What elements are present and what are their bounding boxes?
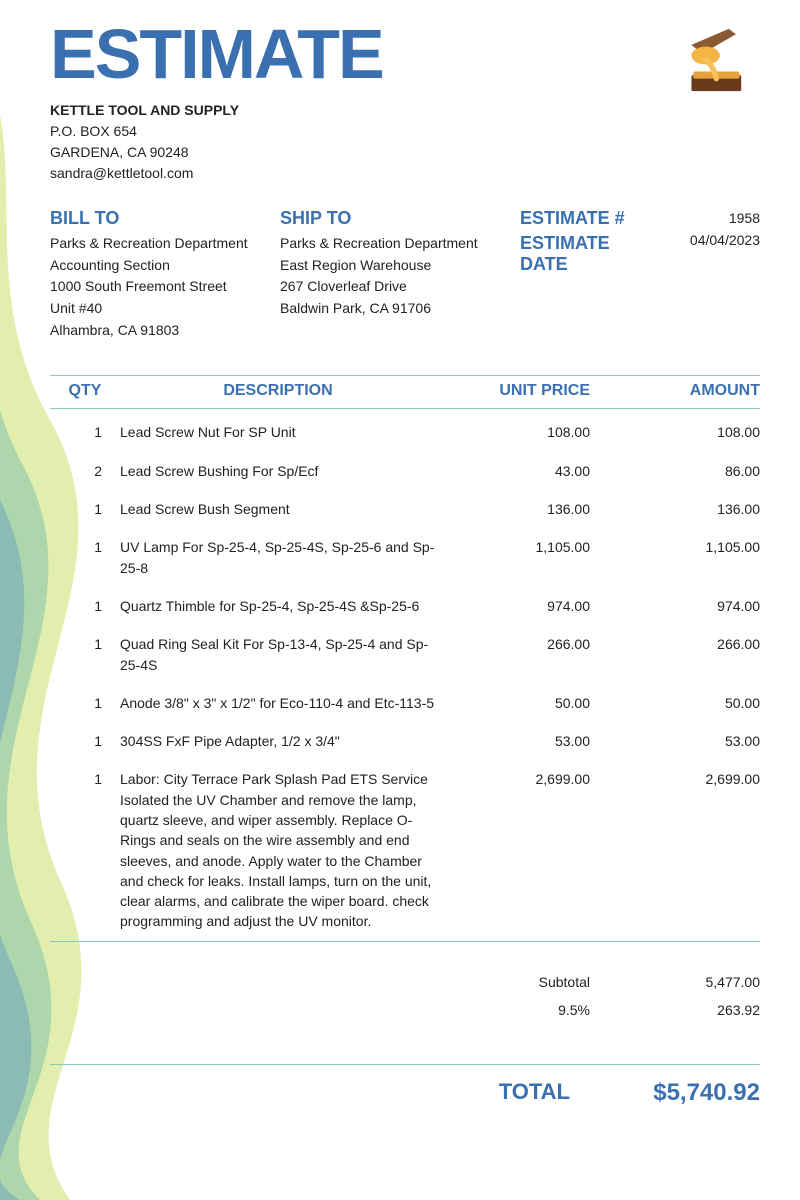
- table-row: 1Anode 3/8" x 3" x 1/2" for Eco-110-4 an…: [50, 684, 760, 722]
- document-title: ESTIMATE: [50, 14, 760, 94]
- billto-line: Alhambra, CA 91803: [50, 320, 280, 342]
- cell-amount: 50.00: [600, 693, 760, 713]
- col-price: UNIT PRICE: [450, 382, 600, 400]
- billto-line: Parks & Recreation Department: [50, 233, 280, 255]
- cell-amount: 974.00: [600, 596, 760, 616]
- cell-desc: Anode 3/8" x 3" x 1/2" for Eco-110-4 and…: [120, 693, 450, 713]
- cell-amount: 136.00: [600, 499, 760, 519]
- cell-desc: 304SS FxF Pipe Adapter, 1/2 x 3/4": [120, 731, 450, 751]
- cell-price: 53.00: [450, 731, 600, 751]
- cell-price: 136.00: [450, 499, 600, 519]
- cell-desc: Lead Screw Bush Segment: [120, 499, 450, 519]
- shipto-line: East Region Warehouse: [280, 255, 520, 277]
- shipto-line: 267 Cloverleaf Drive: [280, 276, 520, 298]
- company-addr1: P.O. BOX 654: [50, 121, 760, 142]
- company-name: KETTLE TOOL AND SUPPLY: [50, 100, 760, 121]
- col-desc: DESCRIPTION: [120, 382, 450, 400]
- table-row: 2Lead Screw Bushing For Sp/Ecf43.0086.00: [50, 452, 760, 490]
- cell-qty: 1: [50, 422, 120, 442]
- cell-price: 108.00: [450, 422, 600, 442]
- cell-price: 266.00: [450, 634, 600, 654]
- tax-label: 9.5%: [50, 1002, 600, 1018]
- cell-desc: Lead Screw Bushing For Sp/Ecf: [120, 461, 450, 481]
- cell-price: 50.00: [450, 693, 600, 713]
- cell-price: 2,699.00: [450, 769, 600, 789]
- info-row: BILL TO Parks & Recreation Department Ac…: [50, 208, 760, 341]
- cell-amount: 2,699.00: [600, 769, 760, 789]
- estimate-date: 04/04/2023: [650, 230, 760, 252]
- cell-price: 974.00: [450, 596, 600, 616]
- table-row: 1Quad Ring Seal Kit For Sp-13-4, Sp-25-4…: [50, 625, 760, 684]
- grand-total-value: $5,740.92: [580, 1079, 760, 1107]
- estimate-num: 1958: [650, 208, 760, 230]
- cell-desc: Quad Ring Seal Kit For Sp-13-4, Sp-25-4 …: [120, 634, 450, 675]
- cell-qty: 1: [50, 769, 120, 789]
- company-logo: [666, 20, 756, 100]
- cell-qty: 1: [50, 499, 120, 519]
- cell-qty: 1: [50, 596, 120, 616]
- cell-price: 1,105.00: [450, 537, 600, 557]
- cell-desc: Labor: City Terrace Park Splash Pad ETS …: [120, 769, 450, 931]
- cell-amount: 86.00: [600, 461, 760, 481]
- tax-value: 263.92: [600, 1002, 760, 1018]
- cell-amount: 108.00: [600, 422, 760, 442]
- subtotal-value: 5,477.00: [600, 974, 760, 990]
- cell-price: 43.00: [450, 461, 600, 481]
- cell-desc: Lead Screw Nut For SP Unit: [120, 422, 450, 442]
- cell-amount: 1,105.00: [600, 537, 760, 557]
- line-items-table: QTY DESCRIPTION UNIT PRICE AMOUNT 1Lead …: [50, 375, 760, 941]
- totals-block: Subtotal 5,477.00 9.5% 263.92: [50, 956, 760, 1024]
- billto-line: 1000 South Freemont Street: [50, 276, 280, 298]
- cell-qty: 1: [50, 693, 120, 713]
- cell-amount: 266.00: [600, 634, 760, 654]
- table-row: 1304SS FxF Pipe Adapter, 1/2 x 3/4"53.00…: [50, 722, 760, 760]
- cell-desc: Quartz Thimble for Sp-25-4, Sp-25-4S &Sp…: [120, 596, 450, 616]
- cell-qty: 1: [50, 634, 120, 654]
- col-amount: AMOUNT: [600, 382, 760, 400]
- grand-total-label: TOTAL: [50, 1079, 580, 1107]
- cell-amount: 53.00: [600, 731, 760, 751]
- col-qty: QTY: [50, 382, 120, 400]
- billto-line: Unit #40: [50, 298, 280, 320]
- billto-heading: BILL TO: [50, 208, 280, 229]
- company-email: sandra@kettletool.com: [50, 163, 760, 184]
- cell-desc: UV Lamp For Sp-25-4, Sp-25-4S, Sp-25-6 a…: [120, 537, 450, 578]
- grand-total-row: TOTAL $5,740.92: [50, 1064, 760, 1107]
- shipto-line: Baldwin Park, CA 91706: [280, 298, 520, 320]
- cell-qty: 1: [50, 731, 120, 751]
- table-row: 1Lead Screw Bush Segment136.00136.00: [50, 490, 760, 528]
- estimate-num-label: ESTIMATE #: [520, 208, 650, 229]
- cell-qty: 2: [50, 461, 120, 481]
- billto-line: Accounting Section: [50, 255, 280, 277]
- subtotal-label: Subtotal: [50, 974, 600, 990]
- company-block: KETTLE TOOL AND SUPPLY P.O. BOX 654 GARD…: [50, 100, 760, 184]
- table-row: 1Labor: City Terrace Park Splash Pad ETS…: [50, 760, 760, 940]
- table-row: 1Lead Screw Nut For SP Unit108.00108.00: [50, 413, 760, 451]
- shipto-line: Parks & Recreation Department: [280, 233, 520, 255]
- table-row: 1Quartz Thimble for Sp-25-4, Sp-25-4S &S…: [50, 587, 760, 625]
- table-row: 1UV Lamp For Sp-25-4, Sp-25-4S, Sp-25-6 …: [50, 528, 760, 587]
- company-addr2: GARDENA, CA 90248: [50, 142, 760, 163]
- estimate-date-label: ESTIMATE DATE: [520, 233, 650, 275]
- shipto-heading: SHIP TO: [280, 208, 520, 229]
- cell-qty: 1: [50, 537, 120, 557]
